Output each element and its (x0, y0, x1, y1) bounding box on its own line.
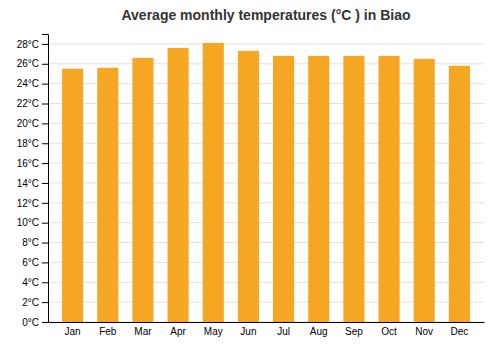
y-tick-mark (42, 203, 48, 204)
y-tick: 24°C (17, 78, 48, 89)
y-tick-label: 4°C (22, 277, 39, 288)
y-tick-mark (42, 282, 48, 283)
bar (308, 56, 329, 322)
title: Average monthly temperatures (°C ) in Bi… (121, 7, 410, 23)
x-tick: Jan (65, 326, 81, 337)
y-tick: 16°C (17, 158, 48, 169)
bar (168, 48, 189, 322)
x-tick: Mar (134, 326, 152, 337)
x-axis-line (49, 322, 485, 323)
y-tick: 12°C (17, 198, 48, 209)
bars (62, 43, 470, 322)
y-tick-mark (42, 243, 48, 244)
y-tick-mark (42, 302, 48, 303)
bar (379, 56, 400, 322)
y-tick-label: 14°C (17, 178, 39, 189)
x-tick-label: Sep (345, 326, 363, 337)
y-tick-label: 12°C (17, 198, 39, 209)
y-tick: 2°C (22, 297, 48, 308)
bar (273, 56, 294, 322)
y-tick: 26°C (17, 58, 48, 69)
y-tick-label: 6°C (22, 257, 39, 268)
y-tick-mark (42, 183, 48, 184)
x-tick-label: Nov (415, 326, 433, 337)
y-tick-mark (42, 44, 48, 45)
x-tick-label: Jul (277, 326, 290, 337)
x-tick-label: Mar (134, 326, 152, 337)
y-tick: 18°C (17, 138, 48, 149)
bar (97, 68, 118, 322)
x-tick-label: Aug (310, 326, 328, 337)
x-tick: Apr (170, 326, 186, 337)
x-tick-label: Jan (65, 326, 81, 337)
y-tick-label: 22°C (17, 98, 39, 109)
x-tick: Sep (345, 326, 363, 337)
x-tick: Jul (277, 326, 290, 337)
y-tick-mark (42, 163, 48, 164)
grid (48, 44, 484, 322)
y-tick: 8°C (22, 237, 48, 248)
y-tick: 10°C (17, 217, 48, 228)
x-tick: Jun (240, 326, 256, 337)
y-axis-line (42, 35, 49, 323)
y-tick-mark (42, 143, 48, 144)
grid-line (48, 43, 484, 44)
y-tick-mark (42, 123, 48, 124)
x-tick-label: Jun (240, 326, 256, 337)
y-tick: 28°C (17, 39, 48, 50)
x-tick: Feb (99, 326, 117, 337)
y-tick-mark (42, 104, 48, 105)
y-tick: 14°C (17, 178, 48, 189)
bar (203, 43, 224, 322)
x-tick-label: Apr (170, 326, 186, 337)
y-tick-label: 0°C (22, 317, 39, 328)
y-tick: 4°C (22, 277, 48, 288)
y-tick-mark (42, 262, 48, 263)
x-tick: Oct (381, 326, 397, 337)
y-tick-label: 24°C (17, 78, 39, 89)
y-tick-label: 8°C (22, 237, 39, 248)
y-tick-label: 20°C (17, 118, 39, 129)
y-tick: 0°C (22, 317, 48, 328)
x-tick: Nov (415, 326, 433, 337)
x-axis: Jan Feb Mar Apr May Jun Jul Aug Sep Oct Nov Dec (49, 323, 485, 338)
y-tick: 6°C (22, 257, 48, 268)
x-tick: Aug (310, 326, 328, 337)
bar (343, 56, 364, 322)
y-tick-label: 28°C (17, 39, 39, 50)
x-tick-label: Dec (450, 326, 468, 337)
chart-svg: 0°C 2°C 4°C 6°C 8°C 10°C 12°C 14°C 16°C 18°C 20°C 2… (0, 0, 500, 350)
y-axis: 0°C 2°C 4°C 6°C 8°C 10°C 12°C 14°C 16°C 18°C 20°C 2… (17, 35, 49, 328)
y-tick-label: 26°C (17, 58, 39, 69)
x-tick-label: May (204, 326, 223, 337)
bar (132, 58, 153, 322)
y-tick-mark (42, 84, 48, 85)
y-tick-label: 16°C (17, 158, 39, 169)
y-tick: 22°C (17, 98, 48, 109)
y-tick-label: 2°C (22, 297, 39, 308)
y-tick-mark (42, 322, 48, 323)
y-tick-mark (42, 64, 48, 65)
y-tick-label: 18°C (17, 138, 39, 149)
x-tick: May (204, 326, 223, 337)
x-tick-label: Feb (99, 326, 117, 337)
y-tick-label: 10°C (17, 217, 39, 228)
x-tick-label: Oct (381, 326, 397, 337)
x-tick: Dec (450, 326, 468, 337)
bar (414, 59, 435, 322)
bar (449, 66, 470, 322)
y-tick-mark (42, 223, 48, 224)
bar (238, 51, 259, 322)
chart-container: 0°C 2°C 4°C 6°C 8°C 10°C 12°C 14°C 16°C 18°C 20°C 2… (0, 0, 500, 350)
bar (62, 69, 83, 322)
y-tick: 20°C (17, 118, 48, 129)
